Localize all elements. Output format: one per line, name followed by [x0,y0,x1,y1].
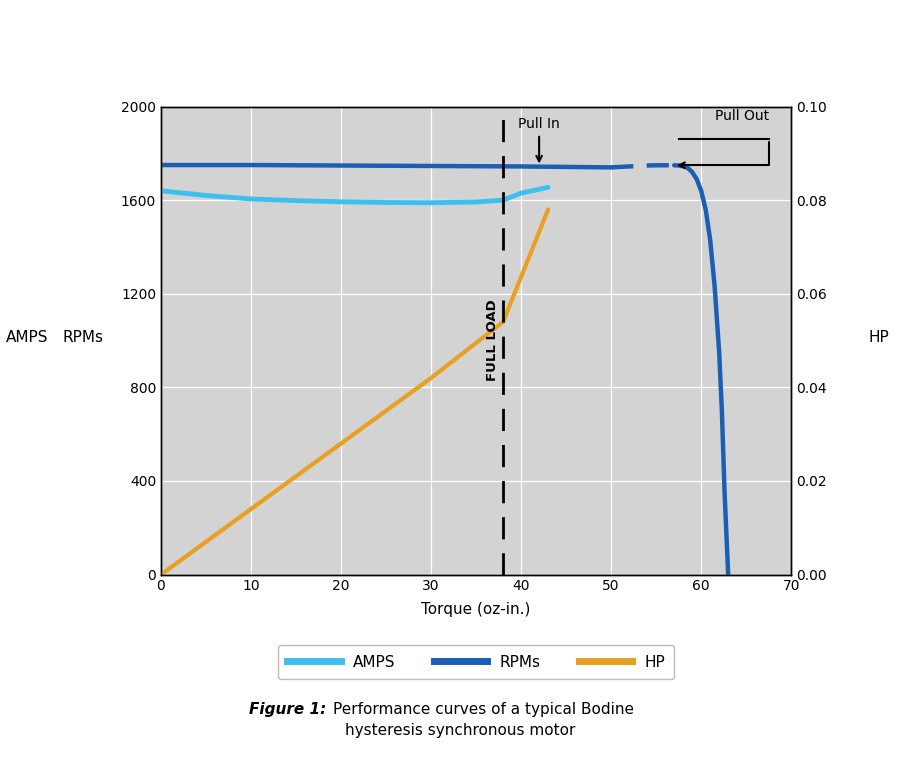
Text: hysteresis synchronous motor: hysteresis synchronous motor [345,723,574,738]
Text: HP: HP [868,330,888,345]
Text: Performance curves of a typical Bodine: Performance curves of a typical Bodine [333,702,633,717]
Legend: AMPS, RPMs, HP: AMPS, RPMs, HP [278,645,674,679]
Text: Pull Out: Pull Out [714,109,768,123]
Text: FULL LOAD: FULL LOAD [485,300,498,381]
Text: RPMs: RPMs [62,330,103,345]
X-axis label: Torque (oz-in.): Torque (oz-in.) [421,602,530,616]
Text: Figure 1:: Figure 1: [248,702,331,717]
Text: Pull In: Pull In [517,117,560,161]
Text: AMPS: AMPS [6,330,49,345]
